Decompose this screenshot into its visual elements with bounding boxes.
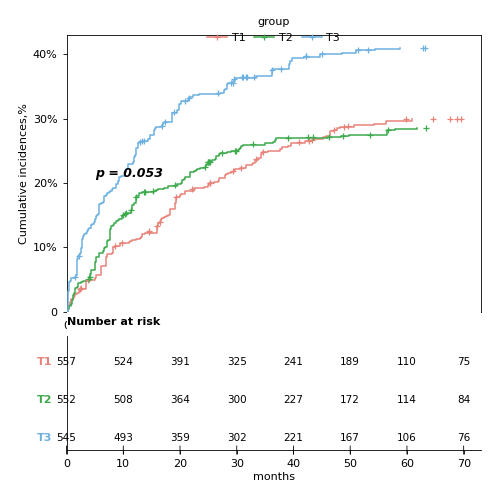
Text: 391: 391 xyxy=(170,357,190,367)
Text: 84: 84 xyxy=(457,395,470,405)
Text: T2: T2 xyxy=(37,395,52,405)
Text: 302: 302 xyxy=(227,433,246,443)
X-axis label: Time(months): Time(months) xyxy=(235,334,313,344)
Text: 227: 227 xyxy=(283,395,303,405)
Text: 545: 545 xyxy=(57,433,76,443)
Legend: T1, T2, T3: T1, T2, T3 xyxy=(203,13,344,48)
Text: p = 0.053: p = 0.053 xyxy=(95,166,163,179)
Y-axis label: Cumulative incidences,%: Cumulative incidences,% xyxy=(19,103,29,244)
Text: 172: 172 xyxy=(340,395,360,405)
Text: 106: 106 xyxy=(397,433,417,443)
Text: 493: 493 xyxy=(113,433,133,443)
Text: 114: 114 xyxy=(397,395,417,405)
Text: 76: 76 xyxy=(457,433,470,443)
Text: 557: 557 xyxy=(57,357,76,367)
Text: 364: 364 xyxy=(170,395,190,405)
Text: 189: 189 xyxy=(340,357,360,367)
Text: 359: 359 xyxy=(170,433,190,443)
Text: Number at risk: Number at risk xyxy=(67,317,160,327)
Text: 524: 524 xyxy=(113,357,133,367)
Text: 241: 241 xyxy=(283,357,303,367)
Text: 325: 325 xyxy=(227,357,246,367)
Text: T3: T3 xyxy=(37,433,52,443)
Text: T1: T1 xyxy=(37,357,52,367)
X-axis label: months: months xyxy=(252,472,295,482)
Text: 508: 508 xyxy=(113,395,133,405)
Text: 221: 221 xyxy=(283,433,303,443)
Text: 552: 552 xyxy=(57,395,76,405)
Text: 167: 167 xyxy=(340,433,360,443)
Text: 300: 300 xyxy=(227,395,246,405)
Text: 110: 110 xyxy=(397,357,417,367)
Text: 75: 75 xyxy=(457,357,470,367)
